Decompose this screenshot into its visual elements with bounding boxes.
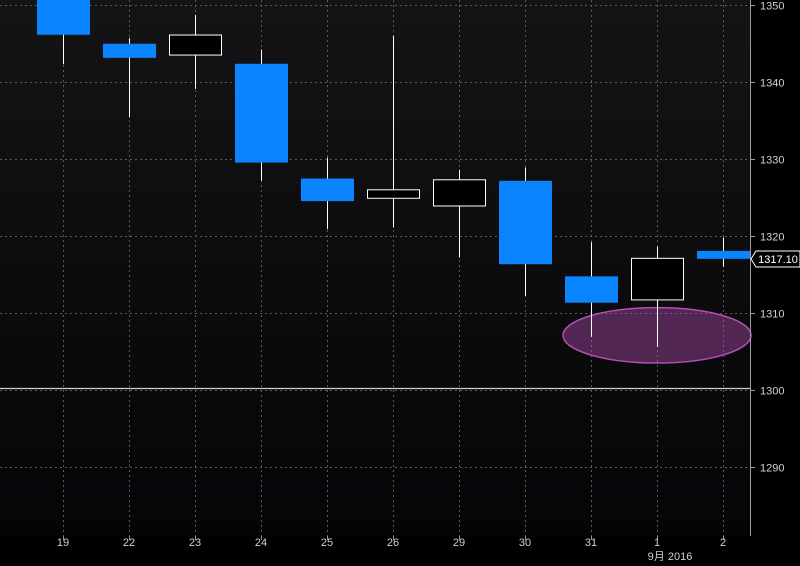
x-tick-label: 22 bbox=[123, 537, 135, 549]
y-tick-label: 1320 bbox=[760, 232, 784, 244]
month-label: 9月 2016 bbox=[648, 551, 693, 561]
candle-24 bbox=[236, 50, 288, 181]
x-tick-label: 25 bbox=[321, 537, 333, 549]
candle-body-up bbox=[170, 35, 222, 55]
y-tick-label: 1300 bbox=[760, 386, 784, 398]
candle-body-down bbox=[566, 277, 618, 302]
candle-body-up bbox=[368, 190, 420, 198]
candle-body-down bbox=[236, 64, 288, 162]
x-tick-label: 29 bbox=[453, 537, 465, 549]
candle-body-up bbox=[434, 180, 486, 206]
y-tick-label: 1350 bbox=[760, 1, 784, 13]
candle-body-down bbox=[302, 179, 354, 201]
last-price-label: 1317.10 bbox=[758, 254, 798, 266]
x-tick-label: 1 bbox=[654, 537, 660, 549]
x-tick-label: 2 bbox=[720, 537, 726, 549]
candle-body-down bbox=[500, 181, 552, 263]
candle-body-down bbox=[698, 251, 750, 258]
y-tick-label: 1330 bbox=[760, 155, 784, 167]
candle-body-down bbox=[38, 0, 90, 34]
x-tick-label: 24 bbox=[255, 537, 267, 549]
candle-body-down bbox=[104, 44, 156, 57]
x-tick-label: 31 bbox=[585, 537, 597, 549]
x-tick-label: 19 bbox=[57, 537, 69, 549]
x-tick-label: 30 bbox=[519, 537, 531, 549]
y-tick-label: 1290 bbox=[760, 463, 784, 475]
y-tick-label: 1340 bbox=[760, 78, 784, 90]
candle-body-up bbox=[632, 258, 684, 300]
y-tick-label: 1310 bbox=[760, 309, 784, 321]
x-tick-label: 26 bbox=[387, 537, 399, 549]
x-tick-label: 23 bbox=[189, 537, 201, 549]
last-price-tag: 1317.10 bbox=[751, 251, 800, 267]
